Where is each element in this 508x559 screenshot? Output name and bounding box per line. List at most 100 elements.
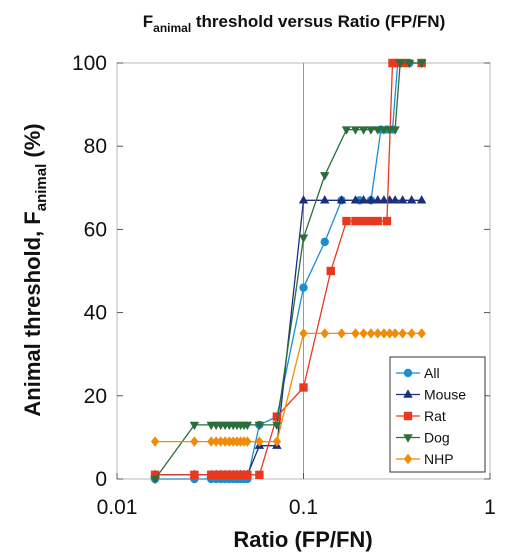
data-point-dog: [373, 126, 383, 135]
y-tick-label: 80: [84, 135, 107, 158]
data-point-rat: [351, 216, 360, 226]
y-tick-label: 60: [84, 218, 107, 241]
legend-item-dog: Dog: [396, 430, 450, 446]
legend-marker-dog: [403, 434, 413, 443]
data-point-mouse: [366, 195, 376, 204]
data-point-mouse: [416, 195, 427, 204]
legend-label-mouse: Mouse: [424, 387, 466, 403]
x-tick-label: 1: [484, 496, 496, 519]
data-point-dog: [366, 126, 376, 135]
x-tick-label: 0.1: [289, 496, 318, 519]
series-layer: [150, 58, 427, 485]
data-point-nhp: [207, 436, 216, 447]
y-tick-label: 0: [95, 468, 107, 491]
data-point-nhp: [243, 436, 252, 447]
data-point-nhp: [299, 328, 308, 339]
data-point-nhp: [398, 328, 407, 339]
data-point-rat: [243, 470, 252, 480]
data-point-rat: [299, 383, 308, 392]
data-point-rat: [211, 470, 221, 480]
data-point-all: [320, 237, 329, 247]
data-point-rat: [326, 266, 335, 276]
legend-item-all: All: [396, 365, 440, 381]
legend-label-dog: Dog: [424, 430, 450, 446]
legend-marker-all: [403, 368, 413, 378]
chart-title-main: F: [143, 12, 153, 31]
data-point-nhp: [272, 436, 282, 447]
chart-title-sub: animal: [153, 21, 191, 35]
data-point-mouse: [336, 195, 347, 204]
data-point-nhp: [255, 436, 264, 447]
data-point-rat: [373, 216, 382, 226]
data-point-mouse: [397, 195, 408, 204]
data-point-all: [299, 283, 308, 292]
legend-label-rat: Rat: [424, 408, 446, 424]
data-point-dog: [254, 421, 265, 431]
data-point-dog: [189, 421, 200, 431]
data-point-rat: [359, 216, 368, 226]
data-point-nhp: [390, 328, 400, 339]
axis-ticks: 0.01 0.1 1 0 20 40 60 80 100: [72, 52, 496, 519]
data-point-rat: [342, 216, 351, 226]
data-point-dog: [390, 126, 400, 135]
data-point-mouse: [350, 195, 361, 204]
legend-label-all: All: [424, 365, 440, 381]
data-point-nhp: [351, 328, 360, 339]
series-rat: [150, 58, 426, 480]
data-point-rat: [216, 470, 225, 480]
y-axis-label-tail: (%): [20, 123, 45, 163]
data-point-nhp: [385, 328, 394, 339]
data-point-mouse: [298, 195, 309, 204]
y-tick-label: 100: [72, 52, 107, 75]
legend-item-rat: Rat: [396, 408, 446, 424]
legend-item-nhp: NHP: [396, 451, 454, 467]
data-point-rat: [255, 470, 264, 480]
data-point-dog: [242, 421, 253, 431]
data-point-nhp: [216, 436, 225, 447]
data-point-nhp: [190, 436, 199, 447]
data-point-rat: [382, 216, 392, 226]
data-point-dog: [298, 234, 309, 243]
data-point-dog: [395, 59, 405, 69]
legend-marker-nhp: [403, 453, 413, 465]
chart-title: Fanimal threshold versus Ratio (FP/FN): [143, 12, 446, 35]
data-point-nhp: [366, 328, 376, 339]
data-point-mouse: [390, 195, 400, 204]
data-point-nhp: [417, 328, 426, 339]
data-point-rat: [366, 216, 376, 226]
chart-title-rest: threshold versus Ratio (FP/FN): [191, 12, 445, 31]
data-point-nhp: [150, 436, 160, 447]
data-point-rat: [207, 470, 216, 480]
y-axis-label-sub: animal: [33, 164, 50, 212]
data-point-rat: [150, 470, 160, 480]
data-point-dog: [320, 172, 330, 181]
y-tick-label: 40: [84, 302, 107, 325]
data-point-dog: [341, 126, 352, 135]
data-point-mouse: [406, 195, 417, 204]
data-point-nhp: [320, 328, 329, 339]
data-point-nhp: [337, 328, 346, 339]
data-point-nhp: [407, 328, 416, 339]
data-point-rat: [190, 470, 199, 480]
series-dog: [150, 59, 427, 485]
data-point-dog: [350, 126, 361, 135]
data-point-nhp: [379, 328, 389, 339]
data-point-rat: [388, 58, 397, 68]
x-axis-label: Ratio (FP/FN): [233, 527, 372, 552]
series-nhp: [150, 328, 426, 447]
legend-item-mouse: Mouse: [396, 387, 466, 403]
data-point-dog: [416, 59, 427, 69]
legend-marker-rat: [403, 411, 413, 421]
data-point-mouse: [320, 195, 330, 204]
data-point-nhp: [211, 436, 221, 447]
y-axis-label: Animal threshold, Fanimal (%): [20, 123, 50, 416]
data-point-dog: [272, 421, 282, 431]
y-tick-label: 20: [84, 385, 107, 408]
data-point-dog: [150, 475, 160, 485]
data-point-rat: [272, 412, 282, 421]
data-point-dog: [358, 126, 369, 135]
legend-marker-mouse: [403, 389, 413, 398]
data-point-dog: [404, 59, 415, 69]
y-axis-label-main: Animal threshold, F: [20, 211, 45, 416]
